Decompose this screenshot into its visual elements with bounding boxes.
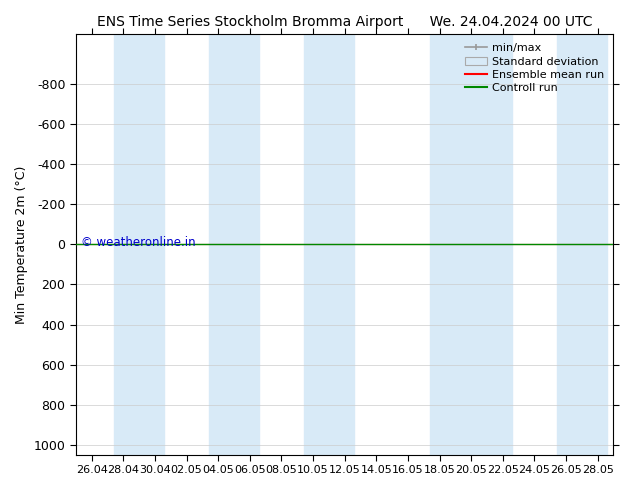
Bar: [113, 34, 164, 455]
Legend: min/max, Standard deviation, Ensemble mean run, Controll run: min/max, Standard deviation, Ensemble me…: [461, 40, 608, 97]
Text: © weatheronline.in: © weatheronline.in: [81, 236, 196, 249]
Bar: [209, 34, 259, 455]
Y-axis label: Min Temperature 2m (°C): Min Temperature 2m (°C): [15, 165, 28, 324]
Bar: [557, 34, 607, 455]
Bar: [304, 34, 354, 455]
Bar: [430, 34, 512, 455]
Title: ENS Time Series Stockholm Bromma Airport      We. 24.04.2024 00 UTC: ENS Time Series Stockholm Bromma Airport…: [97, 15, 592, 29]
